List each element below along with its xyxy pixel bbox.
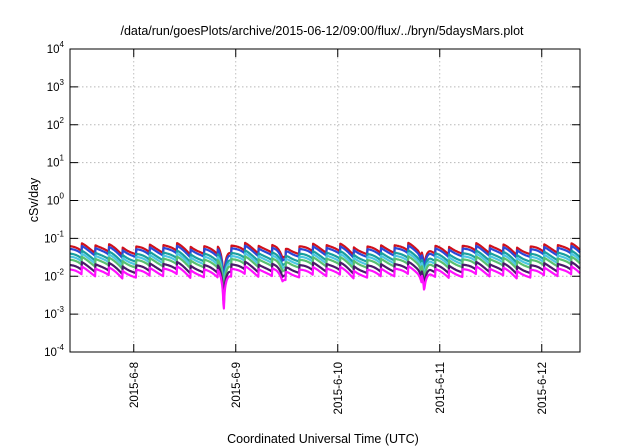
y-tick-label: 104 [47, 40, 65, 56]
series-line [69, 252, 581, 297]
y-tick-label: 10-3 [44, 305, 64, 321]
axis-ticks: 10-4 10-3 10-2 10-1 100 101 102 103 104 2015-6-8 2… [44, 40, 580, 414]
x-tick-label: 2015-6-8 [129, 362, 141, 408]
series-line [69, 265, 581, 310]
series-line [69, 260, 581, 306]
y-tick-label: 100 [47, 192, 65, 208]
y-tick-label: 10-4 [44, 343, 64, 359]
y-tick-label: 10-1 [44, 229, 64, 245]
series-group [69, 241, 581, 310]
x-tick-label: 2015-6-9 [231, 362, 243, 408]
y-tick-label: 101 [47, 154, 65, 170]
y-tick-label: 10-2 [44, 267, 64, 283]
x-tick-label: 2015-6-11 [435, 362, 447, 414]
y-tick-label: 102 [47, 116, 65, 132]
x-axis-label: Coordinated Universal Time (UTC) [227, 432, 419, 446]
y-axis-label: cSv/day [27, 177, 41, 222]
x-tick-label: 2015-6-12 [537, 362, 549, 414]
series-line [69, 241, 581, 287]
series-line [69, 255, 581, 300]
x-tick-label: 2015-6-10 [333, 362, 345, 414]
series-line [69, 249, 581, 294]
series-line [69, 244, 581, 289]
chart-title: /data/run/goesPlots/archive/2015-06-12/0… [120, 24, 524, 38]
grid [70, 49, 580, 352]
y-tick-label: 103 [47, 78, 65, 94]
